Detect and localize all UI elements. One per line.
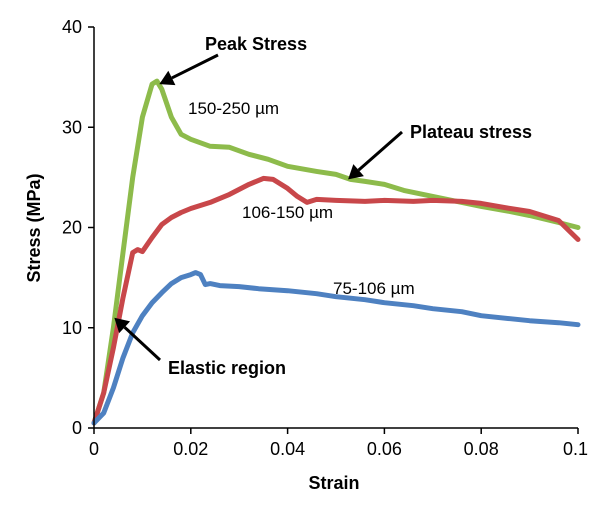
annotation-peak-stress: Peak Stress [205,34,307,54]
series-layer [91,78,581,426]
y-tick-label: 10 [62,318,82,338]
y-tick-label: 30 [62,117,82,137]
annotation-arrow-head [114,317,131,334]
annotation-arrow-shaft [123,326,162,362]
x-tick-label: 0.1 [563,439,588,459]
series-line-2 [91,270,581,426]
series-label-106-150: 106-150 µm [242,203,333,222]
y-axis-ticks: 0 10 20 30 40 [62,17,94,438]
annotation-arrow-shaft [357,130,403,172]
y-tick-label: 0 [72,418,82,438]
annotation-arrow-head [159,70,176,86]
y-tick-label: 20 [62,218,82,238]
x-axis-title: Strain [308,473,359,493]
series-line-1 [91,175,581,426]
annotation-plateau-stress: Plateau stress [410,122,532,142]
annotation-arrow-shaft [171,53,219,80]
annotation-layer: Peak Stress Plateau stress Elastic regio… [114,34,532,378]
x-axis-ticks: 0 0.02 0.04 0.06 0.08 0.1 [89,428,588,459]
x-tick-label: 0 [89,439,99,459]
x-tick-label: 0.04 [270,439,305,459]
x-tick-label: 0.02 [173,439,208,459]
series-label-75-106: 75-106 µm [333,279,415,298]
x-tick-label: 0.06 [367,439,402,459]
y-tick-label: 40 [62,17,82,37]
series-label-150-250: 150-250 µm [188,99,279,118]
x-tick-label: 0.08 [464,439,499,459]
y-axis-title: Stress (MPa) [24,173,44,282]
annotation-elastic-region: Elastic region [168,358,286,378]
annotation-arrow-head [348,164,364,180]
